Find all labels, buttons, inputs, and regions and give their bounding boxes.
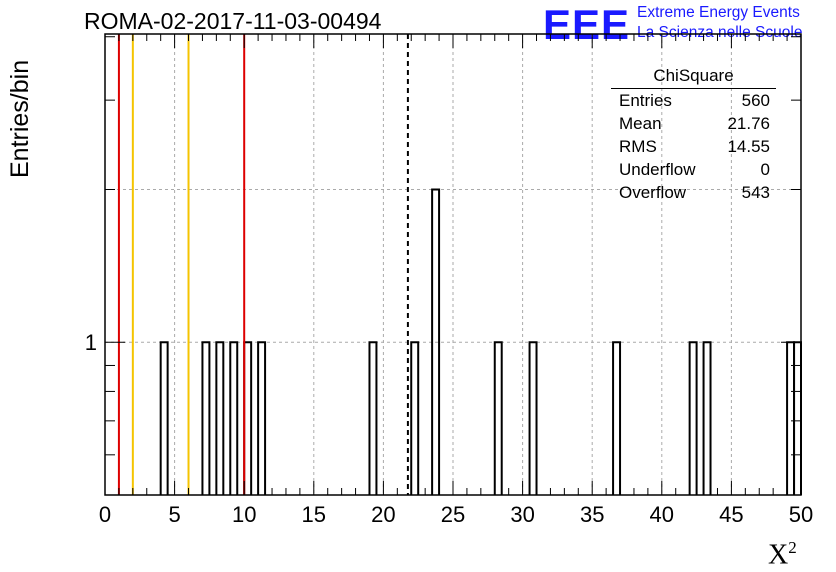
histogram-bar	[431, 188, 441, 495]
histogram-bar	[243, 341, 253, 495]
stats-value: 543	[741, 183, 770, 202]
stats-row: Underflow 0	[611, 158, 776, 181]
histogram-bar	[702, 341, 712, 495]
x-tick-label: 20	[371, 502, 395, 527]
stats-box: ChiSquare Entries 560 Mean 21.76 RMS 14.55 Und…	[611, 66, 776, 204]
stats-row: Entries 560	[611, 89, 776, 112]
histogram-bar	[257, 341, 267, 495]
x-tick-label: 15	[302, 502, 326, 527]
histogram-bar	[493, 341, 503, 495]
histogram-bar	[528, 341, 538, 495]
logo-subtitle-line1: Extreme Energy Events	[637, 4, 800, 21]
stats-label: Underflow	[619, 160, 696, 179]
histogram-bar	[229, 341, 239, 495]
x-tick-label: 25	[441, 502, 465, 527]
x-tick-label: 45	[719, 502, 743, 527]
y-tick-label: 1	[85, 330, 97, 355]
stats-title: ChiSquare	[611, 66, 776, 89]
histogram-bar	[688, 341, 698, 495]
x-axis-label-superscript: 2	[788, 538, 797, 557]
x-tick-label: 10	[232, 502, 256, 527]
histogram-bar	[159, 341, 169, 495]
stats-row: Overflow 543	[611, 181, 776, 204]
stats-value: 21.76	[727, 114, 770, 133]
x-tick-label: 40	[650, 502, 674, 527]
histogram-bar	[201, 341, 211, 495]
stats-value: 14.55	[727, 137, 770, 156]
stats-label: Overflow	[619, 183, 687, 202]
x-tick-label: 5	[168, 502, 180, 527]
stats-label: Entries	[619, 91, 672, 110]
x-tick-label: 30	[510, 502, 534, 527]
x-tick-label: 50	[789, 502, 813, 527]
chart-title: ROMA-02-2017-11-03-00494	[84, 8, 382, 34]
stats-rows: Entries 560 Mean 21.76 RMS 14.55 Underflow 0 Ove…	[611, 89, 776, 204]
x-axis-label: X2	[768, 538, 797, 571]
x-tick-label: 0	[99, 502, 111, 527]
histogram-bar	[612, 341, 622, 495]
stats-value: 0	[760, 160, 770, 179]
histogram-bar	[410, 341, 420, 495]
stats-value: 560	[741, 91, 770, 110]
stats-row: Mean 21.76	[611, 112, 776, 135]
histogram-bar	[368, 341, 378, 495]
stats-label: RMS	[619, 137, 657, 156]
stats-label: Mean	[619, 114, 662, 133]
x-tick-label: 35	[580, 502, 604, 527]
histogram-bar	[215, 341, 225, 495]
stats-row: RMS 14.55	[611, 135, 776, 158]
eee-logo: EEE	[543, 1, 631, 48]
logo-subtitle-line2: La Scienza nelle Scuole	[637, 24, 803, 41]
